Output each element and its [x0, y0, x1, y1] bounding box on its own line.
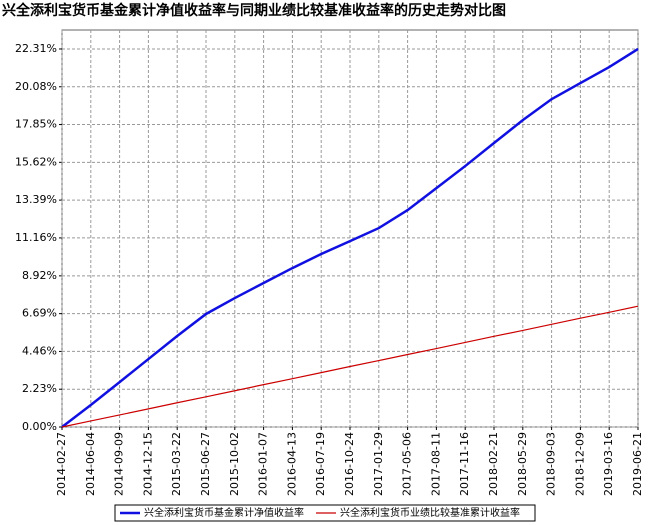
- y-tick-label: 17.85%: [15, 118, 57, 131]
- x-tick-label: 2015-10-02: [228, 432, 241, 496]
- x-tick-label: 2016-01-07: [257, 432, 270, 496]
- x-tick-label: 2017-08-11: [429, 432, 442, 496]
- x-tick-label: 2015-03-22: [170, 432, 183, 496]
- x-tick-label: 2017-11-16: [458, 432, 471, 496]
- x-tick-label: 2018-09-03: [545, 432, 558, 496]
- x-tick-label: 2017-05-06: [401, 432, 414, 496]
- x-tick-label: 2019-03-16: [602, 432, 615, 496]
- x-tick-label: 2014-09-09: [113, 432, 126, 496]
- x-tick-label: 2016-10-24: [343, 432, 356, 496]
- y-tick-label: 4.46%: [22, 344, 57, 357]
- x-tick-label: 2014-06-04: [84, 432, 97, 496]
- x-tick-label: 2016-04-13: [285, 432, 298, 496]
- legend-label: 兴全添利宝货币业绩比较基准累计收益率: [340, 506, 520, 519]
- y-tick-label: 0.00%: [22, 420, 57, 433]
- y-tick-label: 2.23%: [22, 382, 57, 395]
- x-tick-label: 2016-07-19: [314, 432, 327, 496]
- y-tick-label: 15.62%: [15, 155, 57, 168]
- x-tick-label: 2019-06-21: [631, 432, 644, 496]
- chart-title: 兴全添利宝货币基金累计净值收益率与同期业绩比较基准收益率的历史走势对比图: [2, 2, 506, 19]
- x-tick-label: 2018-05-29: [516, 432, 529, 496]
- x-tick-label: 2015-06-27: [199, 432, 212, 496]
- y-tick-label: 8.92%: [22, 269, 57, 282]
- y-tick-label: 6.69%: [22, 307, 57, 320]
- x-tick-label: 2017-01-29: [372, 432, 385, 496]
- y-tick-label: 13.39%: [15, 193, 57, 206]
- legend-label: 兴全添利宝货币基金累计净值收益率: [144, 506, 304, 519]
- y-tick-label: 20.08%: [15, 80, 57, 93]
- y-tick-label: 22.31%: [15, 42, 57, 55]
- x-tick-label: 2014-02-27: [55, 432, 68, 496]
- x-tick-label: 2018-02-21: [487, 432, 500, 496]
- x-tick-label: 2018-12-09: [573, 432, 586, 496]
- y-tick-label: 11.16%: [15, 231, 57, 244]
- series-line: [61, 47, 639, 428]
- x-tick-label: 2014-12-15: [141, 432, 154, 496]
- series-line: [61, 305, 639, 428]
